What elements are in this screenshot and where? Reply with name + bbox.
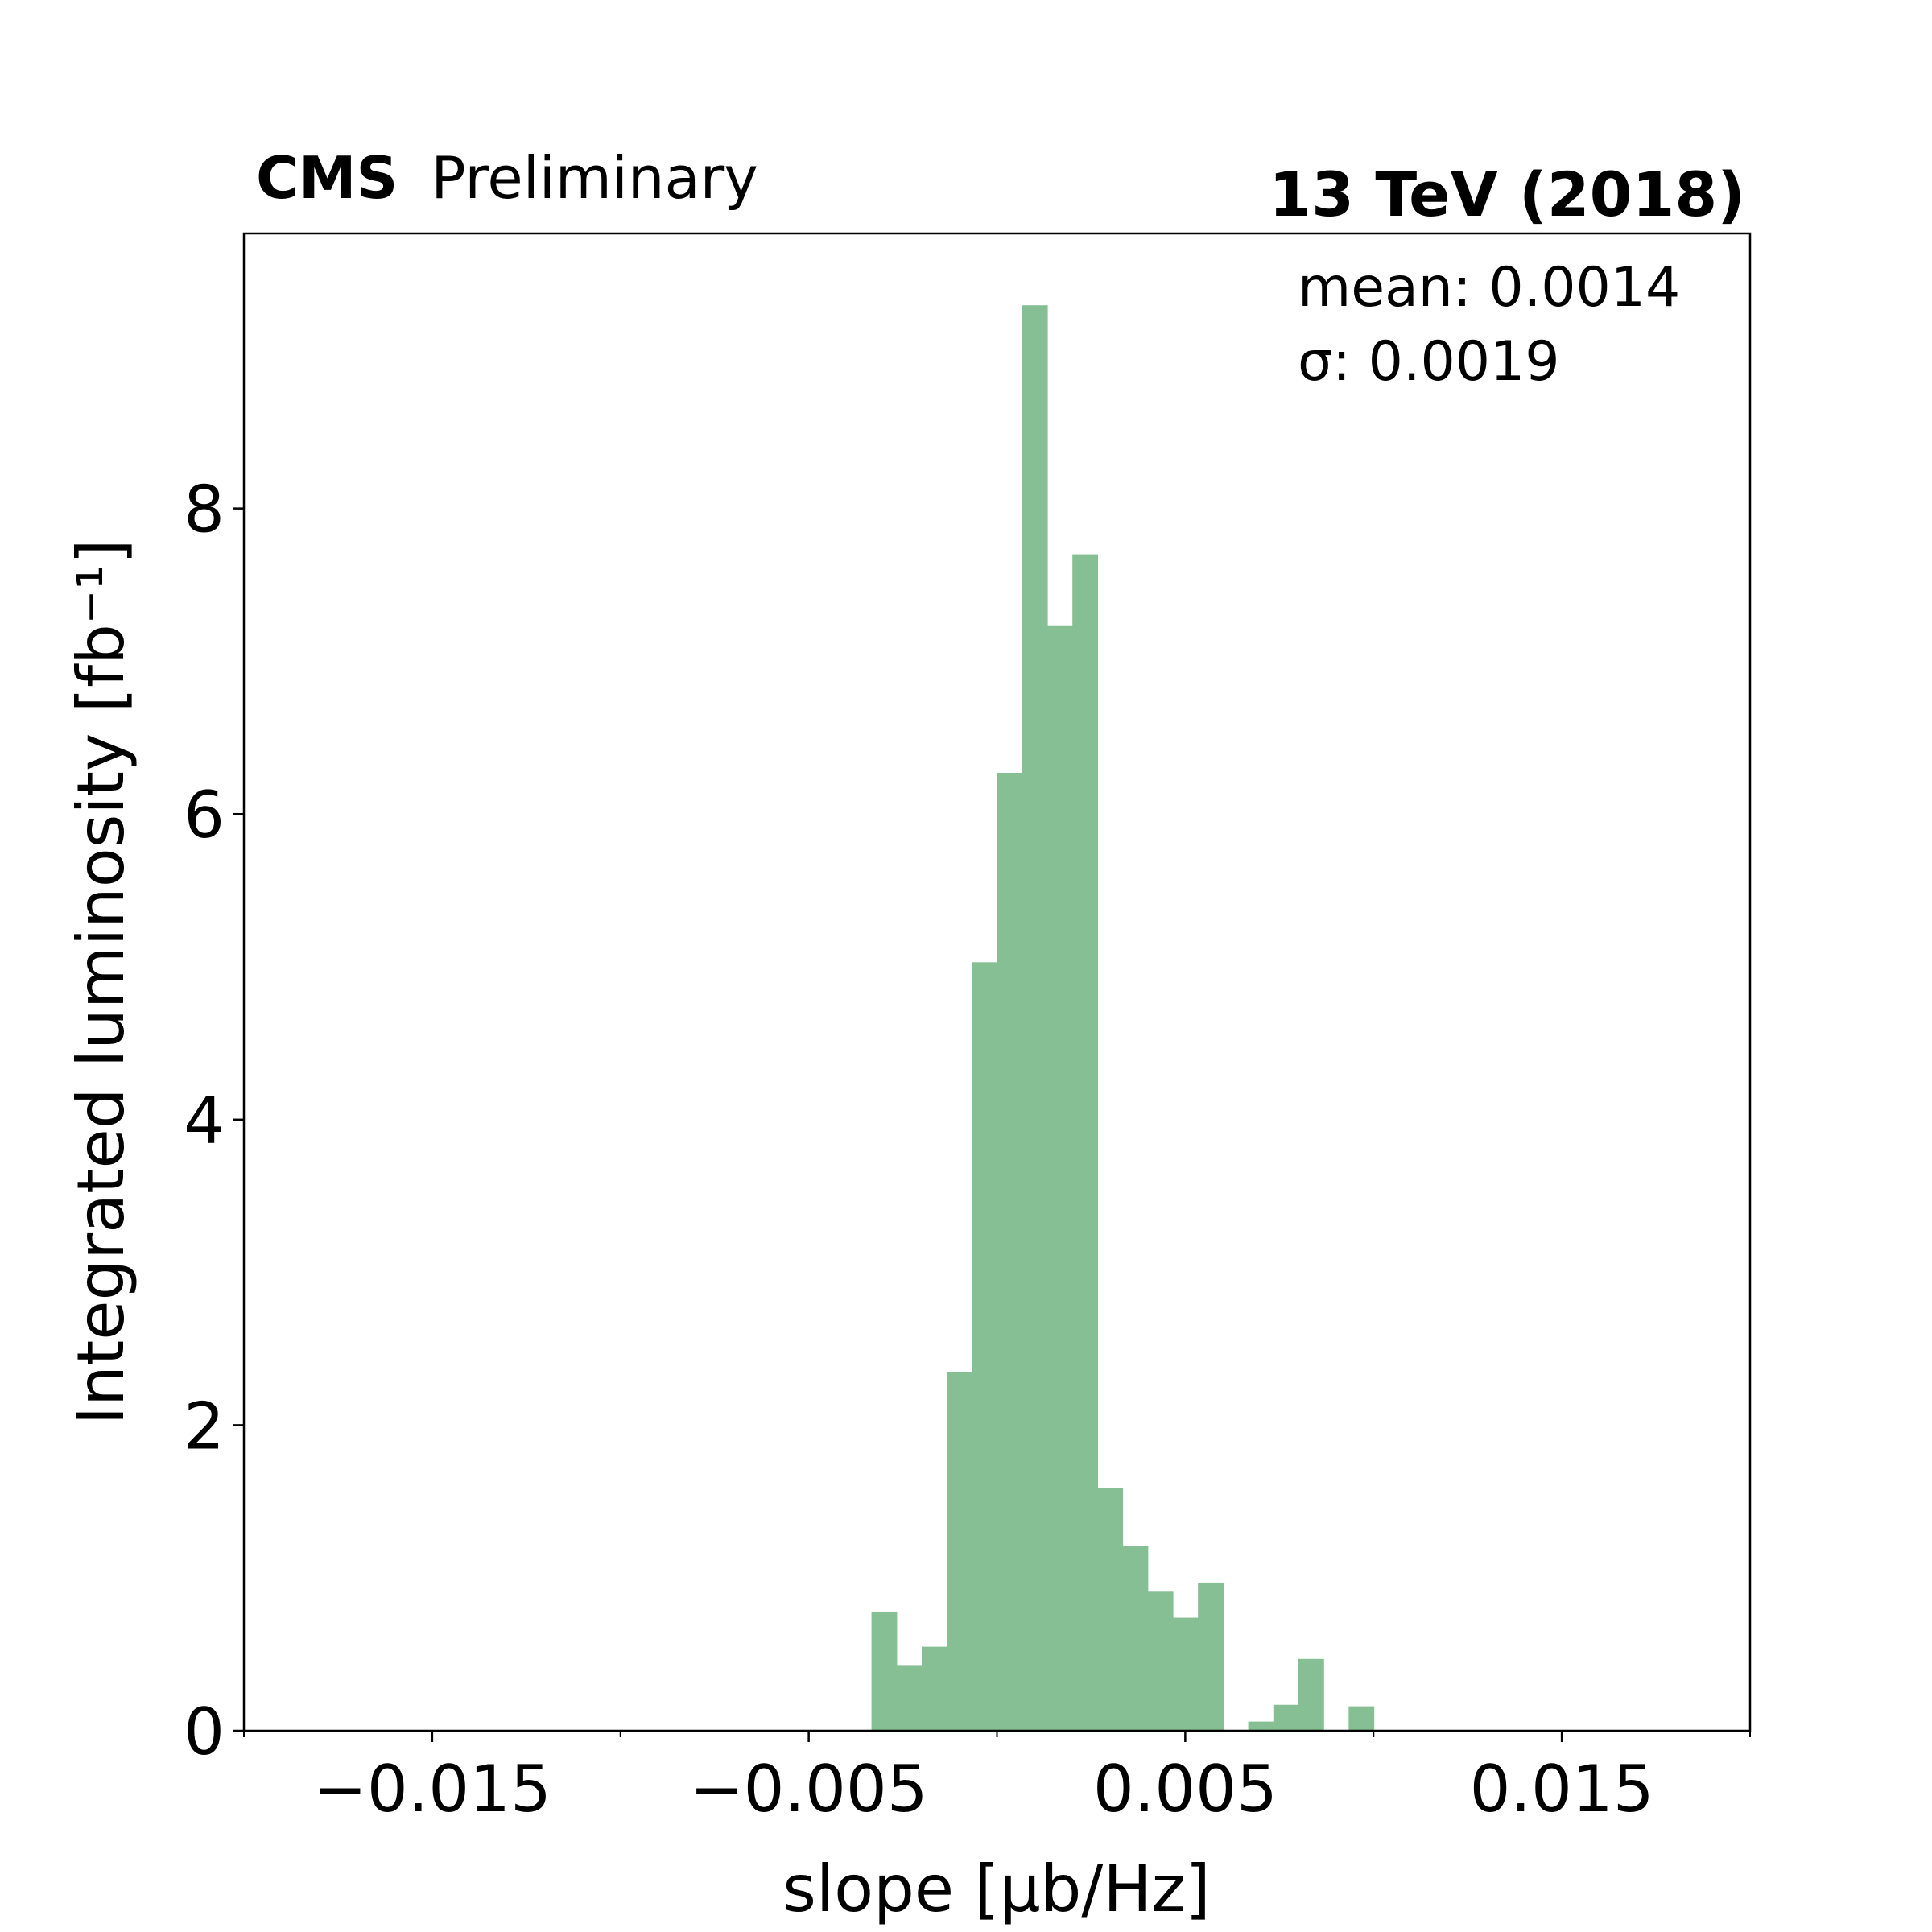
x-tick-label: −0.005 [690, 1752, 928, 1827]
bars-group [871, 305, 1375, 1731]
y-ticks-group: 0 2 4 6 8 [184, 473, 244, 1769]
histogram-bar [1072, 554, 1098, 1731]
y-axis-label: Integrated luminosity [fb⁻¹] [64, 539, 138, 1426]
histogram-bar [972, 962, 998, 1731]
histogram-bar [1248, 1721, 1274, 1731]
x-tick-label: 0.005 [1093, 1752, 1278, 1827]
y-tick-label: 4 [184, 1084, 225, 1158]
histogram-bar [871, 1611, 898, 1731]
y-tick-label: 0 [184, 1695, 225, 1769]
histogram-bar [1298, 1658, 1324, 1731]
histogram-bar [1147, 1591, 1174, 1731]
y-tick-label: 2 [184, 1389, 225, 1463]
x-ticks-group: −0.015 −0.005 0.005 0.015 [243, 1731, 1751, 1827]
histogram-bar [1046, 625, 1073, 1731]
histogram-bar [1122, 1546, 1149, 1731]
histogram-bar [947, 1371, 972, 1731]
histogram-bar [997, 772, 1023, 1731]
cms-status: Preliminary [431, 144, 758, 212]
histogram-bar [1273, 1704, 1299, 1731]
histogram-bar [1172, 1617, 1199, 1731]
histogram-bar [1097, 1488, 1124, 1731]
histogram-bar [1022, 305, 1048, 1731]
x-tick-label: 0.015 [1470, 1752, 1654, 1827]
x-axis-label: slope [µb/Hz] [782, 1852, 1210, 1926]
stats-sigma: σ: 0.0019 [1298, 330, 1560, 394]
energy-label: 13 TeV (2018) [1269, 159, 1745, 230]
x-tick-label: −0.015 [313, 1752, 551, 1827]
stats-mean: mean: 0.0014 [1298, 256, 1680, 320]
y-tick-label: 8 [184, 473, 225, 547]
cms-label: CMS Preliminary [256, 144, 758, 212]
histogram-bar [896, 1665, 923, 1731]
cms-experiment: CMS [256, 144, 398, 212]
plot-frame [242, 232, 1752, 1732]
histogram-bar [921, 1646, 947, 1731]
y-tick-label: 6 [184, 778, 225, 852]
histogram-bar [1348, 1706, 1375, 1731]
histogram-bar [1198, 1582, 1224, 1731]
